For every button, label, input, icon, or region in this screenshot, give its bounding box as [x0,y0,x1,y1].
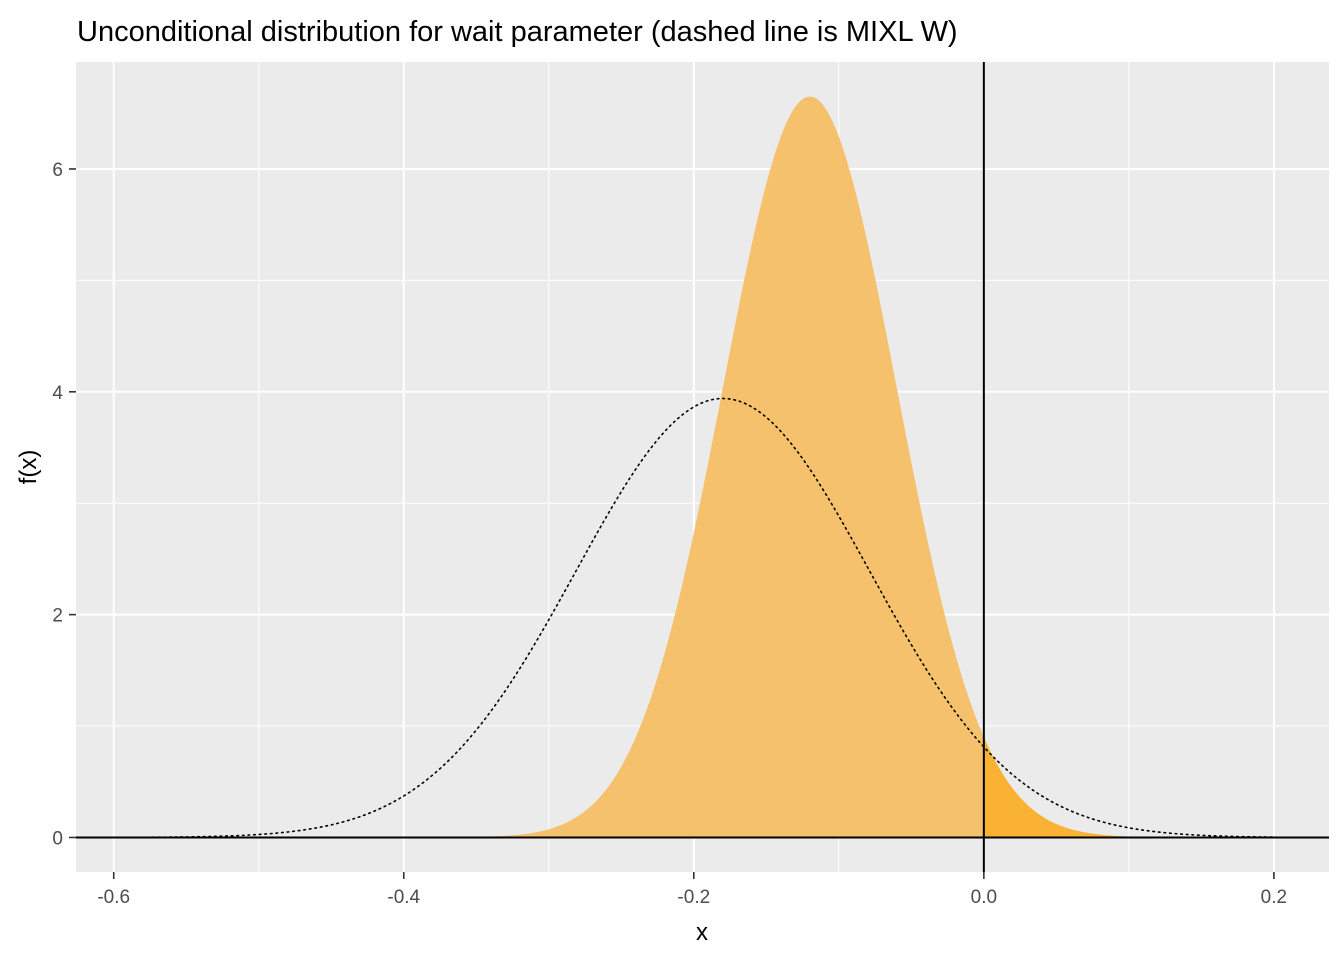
y-tick-label: 0 [52,828,63,849]
x-tick-label: -0.4 [387,887,420,908]
density-area-positive [983,737,1216,838]
x-axis-title: x [696,919,708,946]
x-tick-label: 0.0 [971,887,997,908]
y-axis-title: f(x) [15,450,42,485]
x-tick-label: -0.2 [677,887,710,908]
y-tick-label: 6 [52,160,63,181]
density-area [490,96,1216,838]
reference-lines [76,62,1329,872]
y-tick-label: 4 [52,383,63,404]
x-tick-label: 0.2 [1261,887,1287,908]
data-layer [112,96,1275,839]
y-tick-label: 2 [52,606,63,627]
ticks: -0.6 -0.4 -0.2 0.0 0.2 0 2 4 6 [52,160,1287,908]
chart-title: Unconditional distribution for wait para… [77,16,958,48]
x-tick-label: -0.6 [97,887,130,908]
